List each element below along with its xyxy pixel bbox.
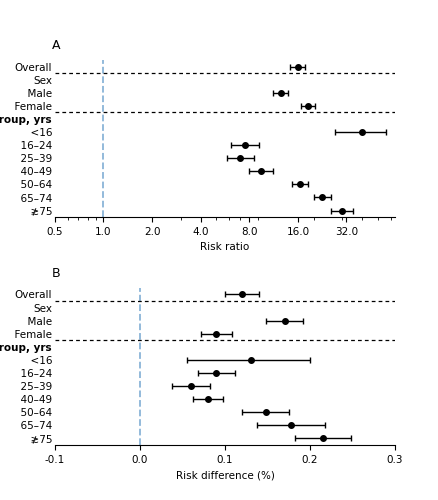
Text: A: A <box>51 39 60 52</box>
Text: B: B <box>51 267 60 280</box>
X-axis label: Risk difference (%): Risk difference (%) <box>175 470 274 480</box>
X-axis label: Risk ratio: Risk ratio <box>200 242 249 252</box>
